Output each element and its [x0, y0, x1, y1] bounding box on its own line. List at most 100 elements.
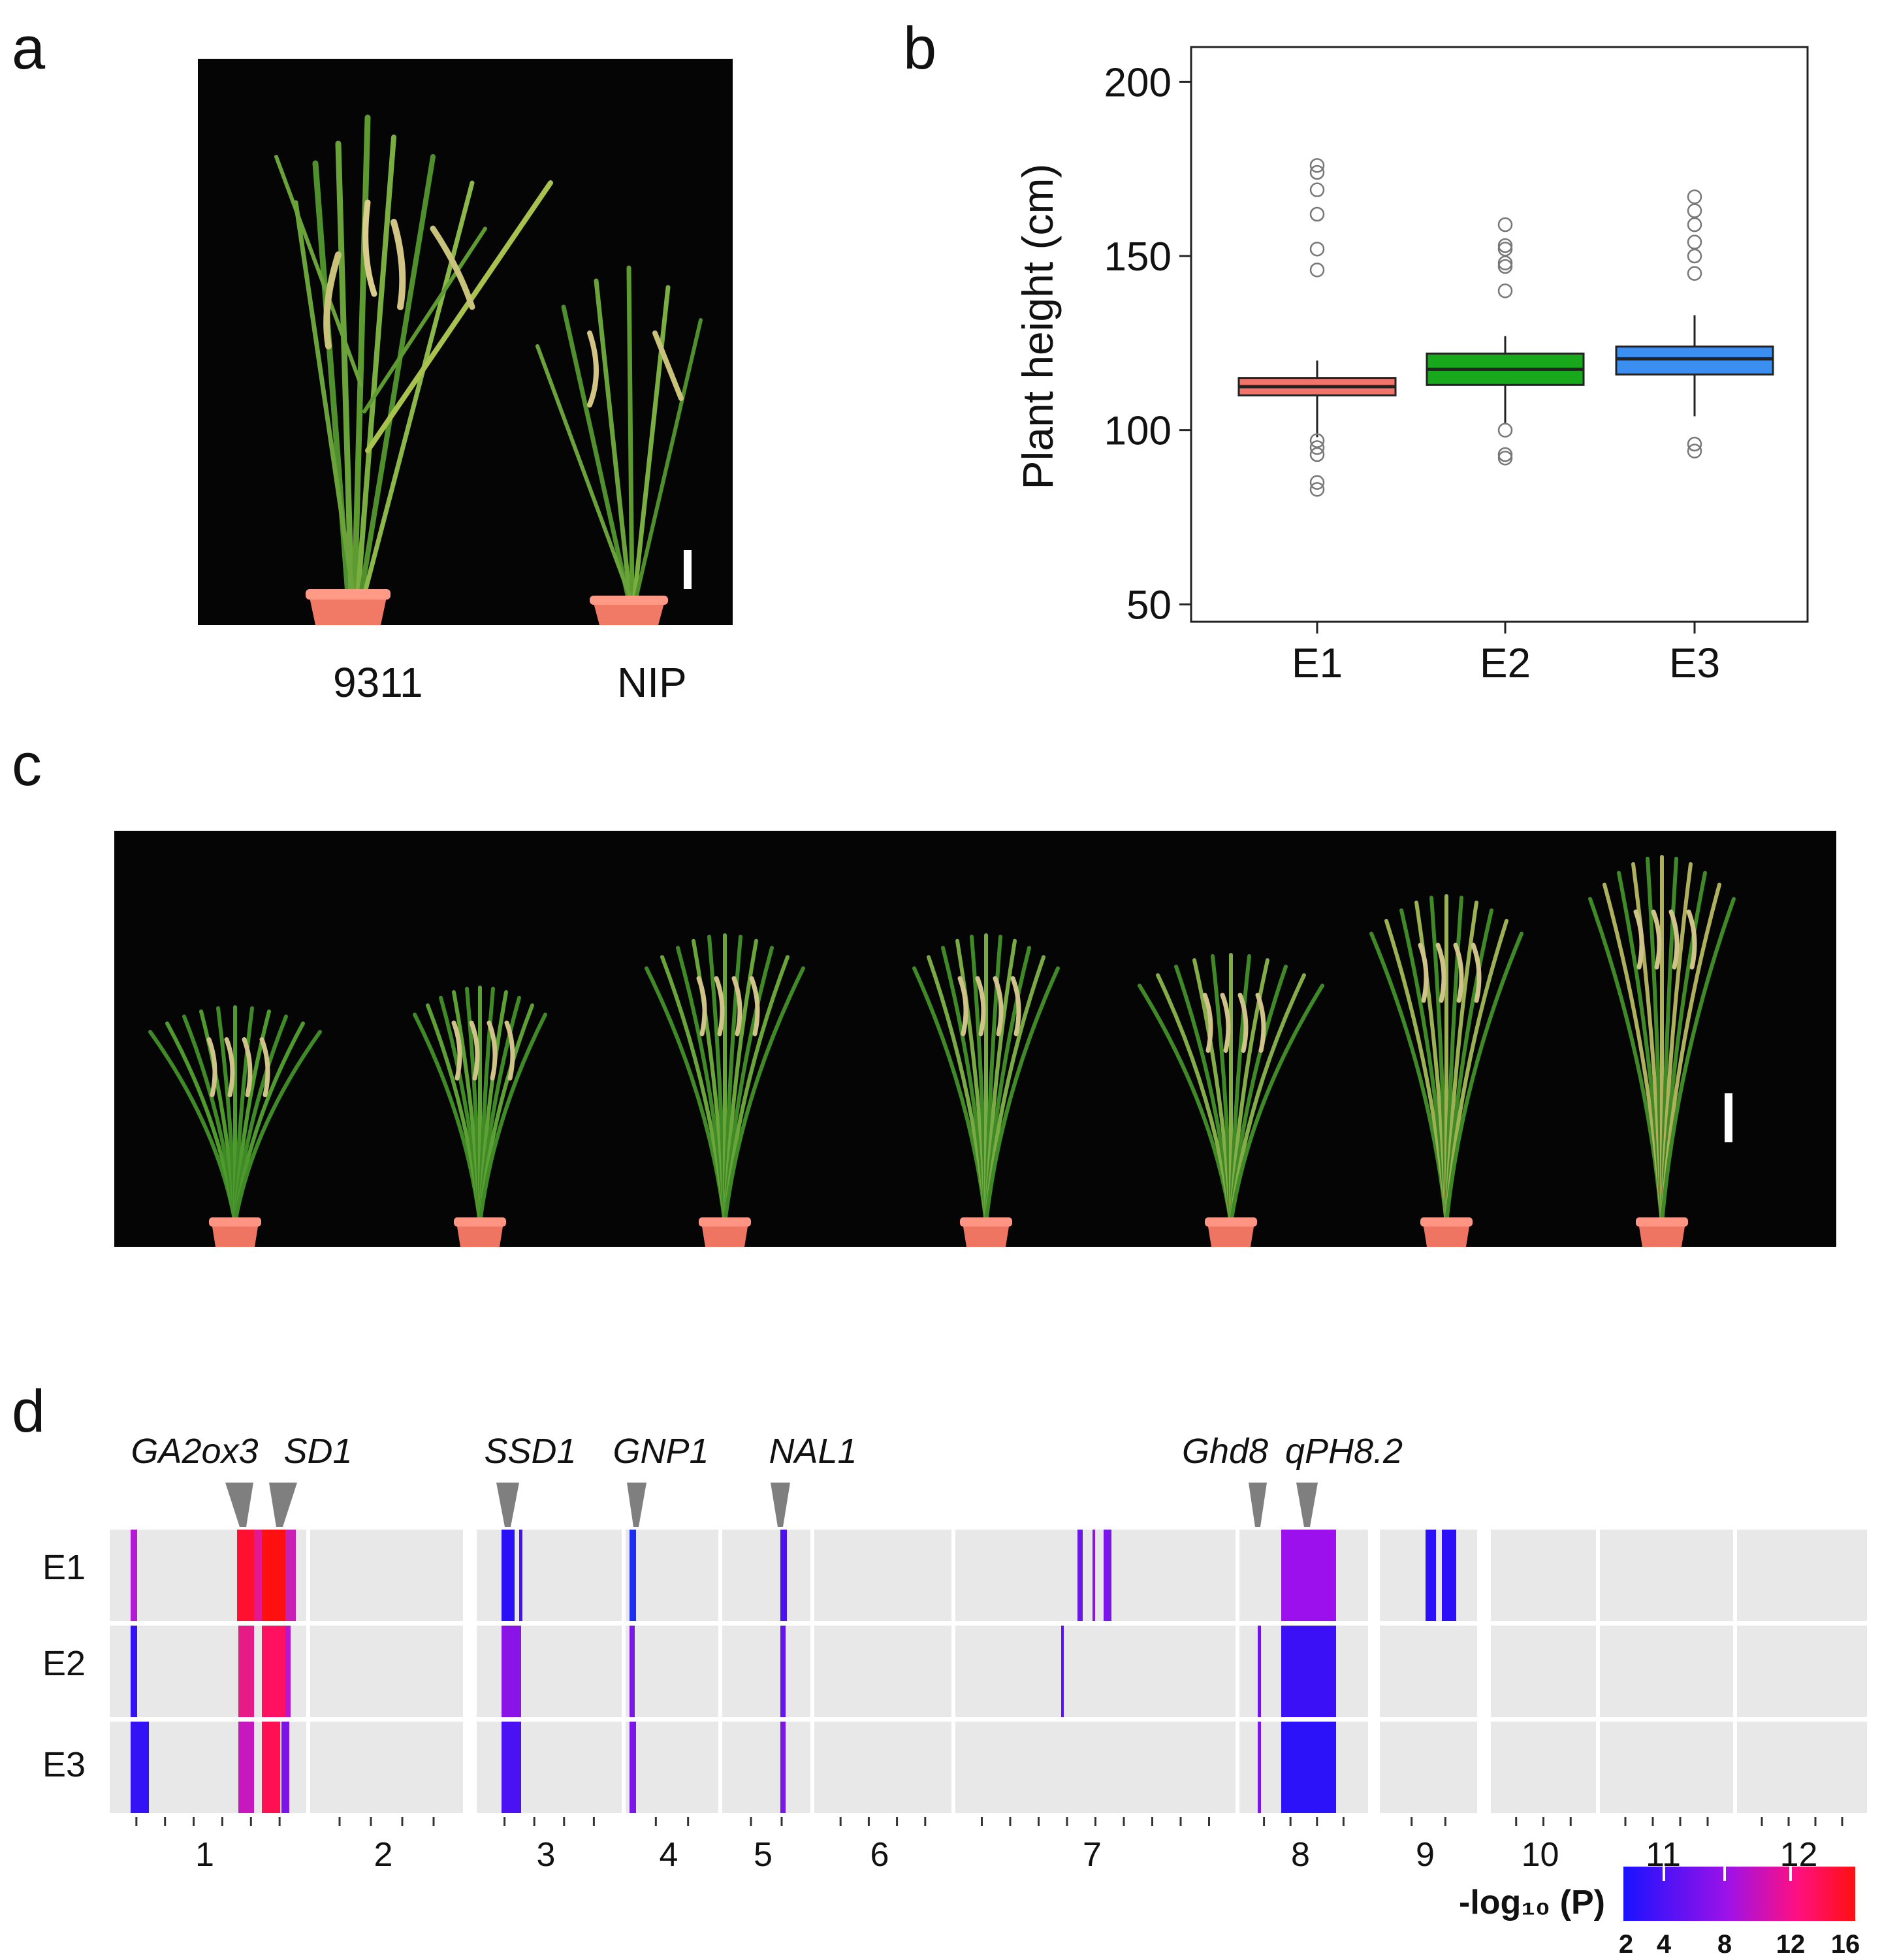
- chromosome-track: [626, 1626, 718, 1717]
- rice-plant: [1588, 855, 1736, 1247]
- chromosome-label: 6: [870, 1836, 889, 1874]
- gene-label-ghd8: Ghd8: [1182, 1432, 1268, 1471]
- gene-marker-ghd8: [1249, 1483, 1267, 1527]
- association-signal: [1077, 1530, 1083, 1621]
- association-signal: [1442, 1530, 1456, 1621]
- outlier-point: [1309, 165, 1325, 180]
- panel-letter-c: c: [12, 731, 42, 798]
- association-signal: [262, 1722, 280, 1813]
- association-signal: [1093, 1530, 1095, 1621]
- association-signal: [630, 1530, 636, 1621]
- outlier-point: [1497, 283, 1513, 298]
- outlier-point: [1309, 263, 1325, 278]
- box-e1: [1237, 158, 1397, 497]
- legend-title: -log₁₀ (P): [1459, 1884, 1605, 1921]
- rice-plants-photo-a: [198, 59, 733, 625]
- association-signal: [131, 1530, 137, 1621]
- association-signal: [780, 1530, 787, 1621]
- outlier-point: [1309, 440, 1325, 455]
- gene-marker-nal1: [771, 1483, 790, 1527]
- box-iqr: [1615, 345, 1774, 376]
- gene-marker-sd1: [269, 1483, 297, 1527]
- y-tick-label: 50: [1126, 583, 1172, 628]
- outlier-point: [1687, 266, 1702, 281]
- label-9311: 9311: [333, 659, 423, 706]
- gene-label-ga2ox3: GA2ox3: [131, 1432, 258, 1471]
- chromosome-track: [1380, 1722, 1477, 1813]
- association-signal: [780, 1626, 786, 1717]
- gene-label-gnp1: GNP1: [613, 1432, 709, 1471]
- association-signal: [285, 1530, 296, 1621]
- outlier-point: [1497, 447, 1513, 462]
- association-signal: [502, 1626, 521, 1717]
- chromosome-track: [955, 1530, 1236, 1621]
- chromosome-track: [310, 1626, 463, 1717]
- chromosome-label: 8: [1291, 1836, 1310, 1874]
- chromosome-track: [626, 1722, 718, 1813]
- scale-bar: [1725, 1093, 1732, 1142]
- rice-plants-photo-c: [114, 831, 1836, 1247]
- association-signal: [254, 1530, 262, 1621]
- scale-bar: [684, 550, 692, 589]
- legend-tick-label: 16: [1831, 1930, 1860, 1959]
- outlier-point: [1687, 189, 1702, 204]
- outlier-point: [1497, 255, 1513, 270]
- chromosome-label: 10: [1522, 1836, 1559, 1874]
- association-signal: [1258, 1626, 1261, 1717]
- chromosome-track: [722, 1722, 810, 1813]
- chromosome-track: [1600, 1530, 1733, 1621]
- row-label-e1: E1: [42, 1548, 86, 1587]
- association-signal: [262, 1626, 285, 1717]
- chromosome-label: 9: [1416, 1836, 1435, 1874]
- gwas-heatmap: GA2ox3 SD1 SSD1 GNP1 NAL1 Ghd8 qPH8.2 E1…: [42, 1432, 1867, 1959]
- chromosome-track: [955, 1626, 1236, 1717]
- rice-plant: [645, 933, 805, 1247]
- x-tick-label: E1: [1292, 639, 1343, 686]
- chromosome-label: 2: [374, 1836, 393, 1874]
- legend-tick-label: 4: [1657, 1930, 1672, 1959]
- outlier-point: [1309, 447, 1325, 462]
- box-plot: Plant height (cm) 50 100 150 200 E1 E2 E3: [1013, 46, 1809, 686]
- y-axis-label: Plant height (cm): [1013, 164, 1062, 490]
- chromosome-label: 4: [660, 1836, 678, 1874]
- legend-tick-label: 8: [1717, 1930, 1732, 1959]
- chromosome-track: [722, 1626, 810, 1717]
- rice-plant: [912, 933, 1060, 1247]
- outlier-point: [1309, 182, 1325, 197]
- outlier-point: [1497, 423, 1513, 438]
- association-signal: [1061, 1626, 1064, 1717]
- association-signal: [237, 1530, 254, 1621]
- association-signal: [502, 1722, 521, 1813]
- outlier-point: [1687, 203, 1702, 218]
- chromosome-track: [1737, 1722, 1867, 1813]
- chromosome-label: 3: [537, 1836, 556, 1874]
- chromosome-label: 7: [1083, 1836, 1102, 1874]
- legend-tick-label: 12: [1776, 1930, 1806, 1959]
- chromosome-track: [626, 1530, 718, 1621]
- outlier-point: [1309, 475, 1325, 490]
- outlier-point: [1309, 158, 1325, 173]
- association-signal: [1104, 1530, 1111, 1621]
- gene-marker-gnp1: [627, 1483, 646, 1527]
- y-tick-label: 100: [1104, 409, 1172, 454]
- association-signal: [630, 1722, 636, 1813]
- gene-label-sd1: SD1: [283, 1432, 352, 1471]
- gene-marker-qph8-2: [1296, 1483, 1318, 1527]
- outlier-point: [1497, 217, 1513, 233]
- box-e2: [1426, 217, 1585, 466]
- panel-letter-a: a: [12, 15, 46, 82]
- chromosome-track: [1600, 1626, 1733, 1717]
- chromosome-track: [477, 1722, 622, 1813]
- gene-marker-ga2ox3: [225, 1483, 253, 1527]
- chromosome-track: [722, 1530, 810, 1621]
- chromosome-track: [477, 1626, 622, 1717]
- outlier-point: [1687, 217, 1702, 233]
- chromosome-track: [310, 1722, 463, 1813]
- box-e3: [1615, 189, 1774, 458]
- legend-tick-label: 2: [1619, 1930, 1633, 1959]
- outlier-point: [1309, 206, 1325, 222]
- chromosome-track: [1600, 1722, 1733, 1813]
- association-signal: [285, 1626, 291, 1717]
- association-signal: [502, 1530, 515, 1621]
- row-label-e3: E3: [42, 1745, 86, 1784]
